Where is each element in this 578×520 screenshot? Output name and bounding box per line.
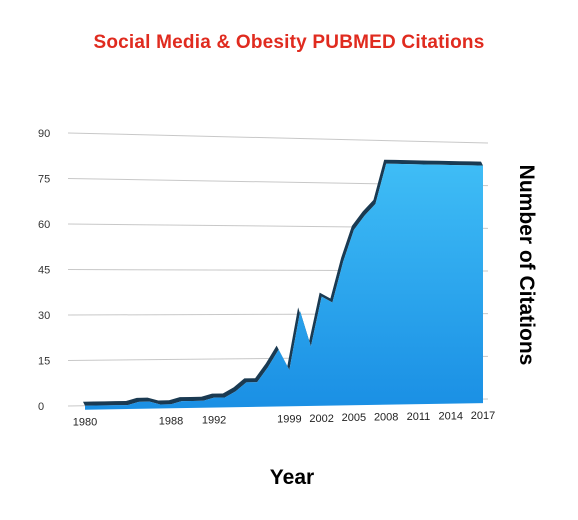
x-tick-label: 1980 bbox=[73, 417, 97, 429]
gridline-90 bbox=[67, 132, 489, 144]
y-axis-ticks: 0 15 30 45 60 75 90 bbox=[38, 128, 50, 413]
area-fill bbox=[85, 163, 483, 410]
x-axis-ticks: 1980 1988 1992 1999 2002 2005 2008 2011 2014 2017 bbox=[73, 410, 495, 429]
y-tick-label: 90 bbox=[38, 128, 50, 140]
x-tick-label: 2002 bbox=[309, 413, 333, 425]
x-tick-label: 2017 bbox=[471, 410, 495, 422]
chart-title: Social Media & Obesity PUBMED Citations bbox=[93, 32, 485, 53]
y-axis-label: Number of Citations bbox=[515, 165, 538, 366]
y-tick-label: 45 bbox=[38, 265, 50, 277]
x-axis-label: Year bbox=[270, 466, 314, 489]
x-tick-label: 2011 bbox=[407, 411, 431, 423]
y-tick-label: 60 bbox=[38, 219, 50, 231]
x-tick-label: 1992 bbox=[202, 415, 226, 427]
x-tick-label: 2014 bbox=[438, 411, 462, 423]
y-tick-label: 15 bbox=[38, 356, 50, 368]
x-tick-label: 1999 bbox=[277, 413, 301, 425]
area-series bbox=[83, 159, 483, 410]
y-tick-label: 30 bbox=[38, 310, 50, 322]
y-tick-label: 75 bbox=[38, 174, 50, 186]
x-tick-label: 1988 bbox=[159, 415, 183, 427]
y-tick-label: 0 bbox=[38, 401, 44, 413]
x-tick-label: 2005 bbox=[342, 412, 366, 424]
x-tick-label: 2008 bbox=[374, 412, 398, 424]
